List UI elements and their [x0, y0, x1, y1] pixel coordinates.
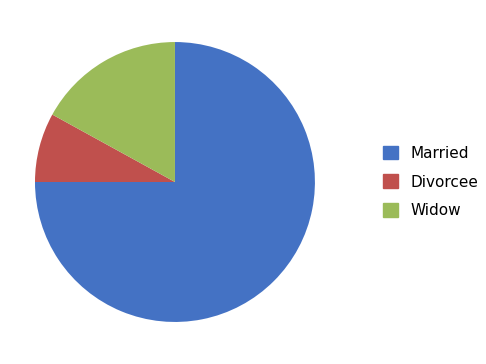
Legend: Married, Divorcee, Widow: Married, Divorcee, Widow [375, 138, 486, 226]
Wedge shape [52, 42, 175, 182]
Wedge shape [35, 115, 175, 182]
Wedge shape [35, 42, 315, 322]
